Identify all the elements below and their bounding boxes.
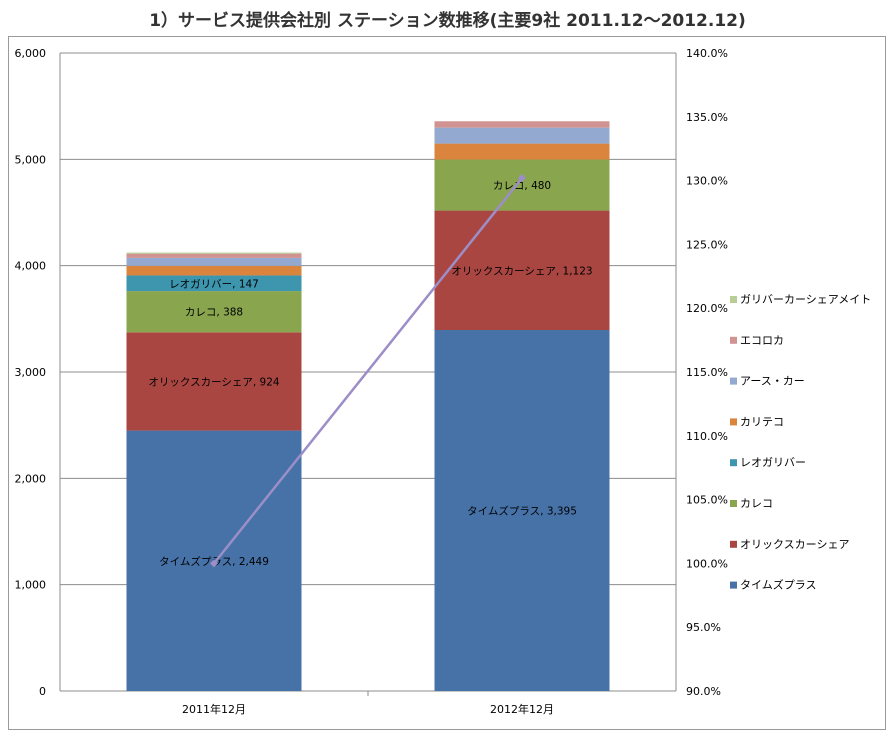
legend-label: アース・カー (740, 375, 805, 388)
data-label: カレコ, 480 (493, 180, 551, 192)
bar-segment (434, 127, 610, 144)
legend-label: オリックスカーシェア (740, 538, 849, 551)
y-right-tick-label: 135.0% (686, 111, 728, 124)
data-label: タイムズプラス, 3,395 (467, 504, 577, 517)
legend-swatch (730, 336, 737, 344)
legend-swatch (730, 459, 737, 467)
legend-swatch (730, 581, 737, 589)
bar-segment (434, 210, 610, 330)
growth-line (213, 177, 523, 565)
legend-label: カリテコ (740, 415, 784, 428)
y-left-tick-label: 3,000 (15, 366, 47, 379)
y-right-tick-label: 95.0% (686, 621, 721, 634)
y-right-tick-label: 105.0% (686, 494, 728, 507)
x-tick-label: 2012年12月 (490, 702, 554, 716)
growth-line-marker (210, 559, 218, 568)
y-right-tick-label: 100.0% (686, 557, 728, 570)
bar-segment (126, 332, 302, 431)
bar-segment (126, 252, 302, 254)
bar-segment (126, 291, 302, 333)
legend-label: カレコ (740, 497, 773, 510)
data-label: オリックスカーシェア, 1,123 (451, 265, 592, 277)
chart-frame (8, 36, 886, 730)
y-right-tick-label: 125.0% (686, 238, 728, 251)
y-left-tick-label: 6,000 (15, 47, 47, 60)
bar-segment (126, 253, 302, 258)
bar-segment (434, 329, 610, 691)
y-right-tick-label: 130.0% (686, 175, 728, 188)
legend-label: ガリバーカーシェアメイト (740, 293, 871, 306)
legend-swatch (730, 377, 737, 385)
bar-segment (126, 265, 302, 276)
legend-label: エコロカ (740, 334, 784, 347)
data-label: カレコ, 388 (185, 307, 243, 319)
x-tick-label: 2011年12月 (182, 702, 246, 716)
legend-label: レオガリバー (740, 456, 806, 469)
y-right-tick-label: 115.0% (686, 366, 728, 379)
bar-segment (126, 257, 302, 266)
data-label: オリックスカーシェア, 924 (148, 376, 280, 388)
legend-swatch (730, 296, 737, 303)
y-right-tick-label: 90.0% (686, 685, 721, 698)
legend-swatch (730, 540, 737, 548)
legend-swatch (730, 500, 737, 507)
chart-title: 1）サービス提供会社別 ステーション数推移(主要9社 2011.12～2012.… (149, 11, 746, 31)
legend-label: タイムズプラス (740, 578, 817, 592)
y-left-tick-label: 4,000 (15, 260, 47, 273)
y-left-tick-label: 1,000 (15, 579, 47, 592)
y-right-tick-label: 140.0% (686, 47, 728, 60)
growth-line-marker (518, 174, 526, 183)
bar-segment (434, 121, 610, 128)
bar-segment (434, 143, 610, 160)
data-label: レオガリバー, 147 (169, 278, 259, 290)
y-left-tick-label: 5,000 (15, 153, 47, 166)
y-left-tick-label: 0 (39, 685, 46, 698)
legend-swatch (730, 418, 737, 426)
bar-segment (434, 159, 610, 211)
y-right-tick-label: 110.0% (686, 430, 728, 443)
y-right-tick-label: 120.0% (686, 302, 728, 315)
y-left-tick-label: 2,000 (15, 472, 47, 485)
bar-segment (126, 275, 302, 292)
